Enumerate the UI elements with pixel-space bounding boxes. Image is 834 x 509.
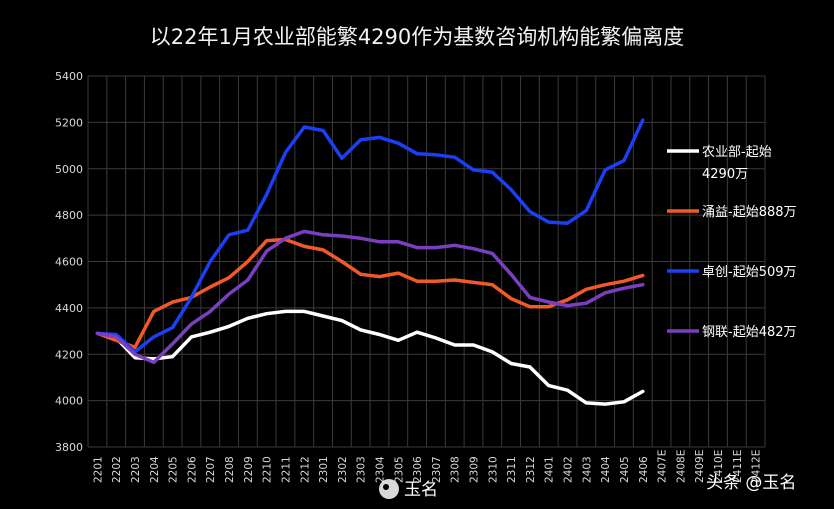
x-axis: 2201 2202 2203 2204 2205 2206 2207 2208 2209 2210… bbox=[92, 450, 762, 483]
legend-label: 农业部-起始 bbox=[702, 145, 772, 160]
y-tick-label: 4400 bbox=[55, 302, 83, 315]
x-tick-label: 2309 bbox=[469, 456, 481, 483]
x-tick-label: 2301 bbox=[318, 456, 330, 483]
y-axis: 3800 4000 4200 4400 4600 4800 5000 5200 5400 bbox=[55, 70, 83, 454]
y-tick-label: 4200 bbox=[55, 348, 83, 361]
x-tick-label: 2203 bbox=[130, 456, 142, 483]
series-line bbox=[95, 309, 645, 406]
x-tick-label: 2209 bbox=[243, 456, 255, 483]
x-tick-label: 2404 bbox=[600, 456, 612, 483]
x-tick-label: 2201 bbox=[92, 456, 104, 483]
y-tick-label: 5000 bbox=[55, 163, 83, 176]
x-tick-label: 2302 bbox=[337, 456, 349, 483]
x-tick-label: 2304 bbox=[374, 456, 386, 483]
x-tick-label: 2205 bbox=[168, 456, 180, 483]
x-tick-label: 2202 bbox=[111, 456, 123, 483]
chart-title: 以22年1月农业部能繁4290作为基数咨询机构能繁偏离度 bbox=[150, 25, 685, 49]
x-tick-label: 2204 bbox=[149, 456, 161, 483]
x-tick-label: 2407E bbox=[657, 450, 669, 483]
y-tick-label: 3800 bbox=[55, 441, 83, 454]
legend-label: 4290万 bbox=[702, 167, 748, 182]
x-tick-label: 2312 bbox=[525, 456, 537, 483]
watermark-center: 玉名 bbox=[379, 479, 438, 500]
x-tick-label: 2212 bbox=[299, 456, 311, 483]
x-tick-label: 2210 bbox=[262, 456, 274, 483]
x-tick-label: 2402 bbox=[563, 456, 575, 483]
x-tick-label: 2401 bbox=[544, 456, 556, 483]
x-tick-label: 2208 bbox=[224, 456, 236, 483]
series-line bbox=[95, 118, 645, 354]
watermark-right: 头条 @玉名 bbox=[706, 473, 796, 493]
x-tick-label: 2310 bbox=[487, 456, 499, 483]
x-tick-label: 2306 bbox=[412, 456, 424, 483]
y-tick-label: 4600 bbox=[55, 256, 83, 269]
series-line bbox=[95, 229, 645, 365]
series-lines bbox=[95, 118, 645, 406]
series-line bbox=[95, 237, 645, 350]
legend-label: 钢联-起始482万 bbox=[702, 325, 797, 340]
watermark-center-text: 玉名 bbox=[404, 480, 438, 500]
legend-label: 涌益-起始888万 bbox=[702, 205, 797, 220]
grid-lines bbox=[87, 75, 766, 448]
y-tick-label: 5400 bbox=[55, 70, 83, 83]
x-tick-label: 2409E bbox=[694, 450, 706, 483]
legend-label: 卓创-起始509万 bbox=[702, 265, 797, 280]
y-tick-label: 4000 bbox=[55, 395, 83, 408]
x-tick-label: 2211 bbox=[280, 456, 292, 483]
x-tick-label: 2207 bbox=[205, 456, 217, 483]
x-tick-label: 2303 bbox=[356, 456, 368, 483]
x-tick-label: 2410E bbox=[713, 450, 725, 483]
x-tick-label: 2305 bbox=[393, 456, 405, 483]
x-tick-label: 2411E bbox=[732, 450, 744, 483]
x-tick-label: 2406 bbox=[638, 456, 650, 483]
x-tick-label: 2412E bbox=[751, 450, 763, 483]
x-tick-label: 2206 bbox=[186, 456, 198, 483]
y-tick-label: 4800 bbox=[55, 209, 83, 222]
x-tick-label: 2311 bbox=[506, 456, 518, 483]
y-tick-label: 5200 bbox=[55, 116, 83, 129]
x-tick-label: 2308 bbox=[450, 456, 462, 483]
x-tick-label: 2405 bbox=[619, 456, 631, 483]
x-tick-label: 2408E bbox=[675, 450, 687, 483]
x-tick-label: 2307 bbox=[431, 456, 443, 483]
x-tick-label: 2403 bbox=[581, 456, 593, 483]
